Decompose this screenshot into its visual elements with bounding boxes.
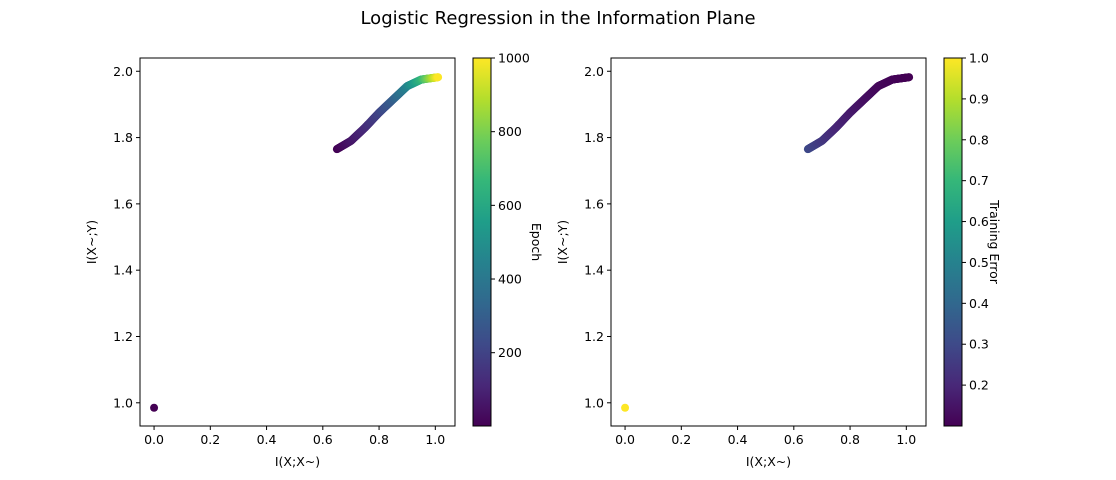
colorbar-tick-label: 0.6 xyxy=(969,214,989,229)
colorbar xyxy=(472,57,492,427)
colorbar-tick-label: 400 xyxy=(498,272,522,287)
plot-area xyxy=(610,57,927,427)
scatter-point xyxy=(150,403,159,412)
x-tick-label: 0.4 xyxy=(257,432,277,447)
x-tick-label: 0.2 xyxy=(671,432,691,447)
x-tick-label: 0.6 xyxy=(784,432,804,447)
colorbar xyxy=(943,57,963,427)
colorbar-tick-label: 1000 xyxy=(498,51,530,66)
colorbar-tick-label: 200 xyxy=(498,345,522,360)
colorbar-tick-label: 0.3 xyxy=(969,337,989,352)
right-chart-panel: 0.0 0.2 0.4 0.6 0.8 1.0 1.0 1.2 1.4 1.6 1.8 2.0 I(X;… xyxy=(555,51,1002,470)
y-tick-label: 1.0 xyxy=(584,395,604,410)
y-tick-label: 1.8 xyxy=(113,130,133,145)
x-tick-label: 0.4 xyxy=(728,432,748,447)
y-axis-label: I(X~;Y) xyxy=(84,220,99,264)
y-tick-label: 1.4 xyxy=(113,263,133,278)
y-tick-label: 1.6 xyxy=(584,196,604,211)
y-tick-label: 1.6 xyxy=(113,196,133,211)
colorbar-tick-label: 0.8 xyxy=(969,132,989,147)
colorbar-tick-label: 0.9 xyxy=(969,91,989,106)
scatter-series xyxy=(150,73,443,412)
x-tick-label: 1.0 xyxy=(896,432,916,447)
x-axis-label: I(X;X~) xyxy=(275,454,320,469)
y-tick-label: 1.0 xyxy=(113,395,133,410)
scatter-point xyxy=(621,403,630,412)
y-tick-label: 2.0 xyxy=(584,64,604,79)
x-tick-label: 0.8 xyxy=(369,432,389,447)
y-tick-label: 1.2 xyxy=(584,329,604,344)
x-tick-label: 0.6 xyxy=(313,432,333,447)
y-tick-label: 1.4 xyxy=(584,263,604,278)
colorbar-tick-label: 0.7 xyxy=(969,173,989,188)
x-tick-label: 0.8 xyxy=(840,432,860,447)
colorbar-tick-label: 800 xyxy=(498,124,522,139)
figure-title: Logistic Regression in the Information P… xyxy=(360,8,755,29)
y-axis-label: I(X~;Y) xyxy=(555,220,570,264)
colorbar-tick-label: 0.4 xyxy=(969,296,989,311)
y-tick-label: 2.0 xyxy=(113,64,133,79)
y-tick-label: 1.8 xyxy=(584,130,604,145)
colorbar-label: Epoch xyxy=(529,223,544,261)
x-tick-label: 0.0 xyxy=(615,432,635,447)
plot-area xyxy=(139,57,456,427)
x-tick-label: 0.0 xyxy=(144,432,164,447)
colorbar-tick-label: 600 xyxy=(498,198,522,213)
x-tick-label: 0.2 xyxy=(200,432,220,447)
colorbar-tick-label: 1.0 xyxy=(969,51,989,66)
x-tick-label: 1.0 xyxy=(425,432,445,447)
scatter-point xyxy=(905,73,914,82)
y-tick-label: 1.2 xyxy=(113,329,133,344)
x-axis-label: I(X;X~) xyxy=(746,454,791,469)
colorbar-tick-label: 0.2 xyxy=(969,378,989,393)
colorbar-label: Training Error xyxy=(987,199,1002,285)
scatter-point xyxy=(434,73,443,82)
left-chart-panel: 0.0 0.2 0.4 0.6 0.8 1.0 1.0 1.2 1.4 1.6 1.8 2.0 I(X;… xyxy=(84,51,544,470)
scatter-series xyxy=(621,73,914,412)
colorbar-tick-label: 0.5 xyxy=(969,255,989,270)
